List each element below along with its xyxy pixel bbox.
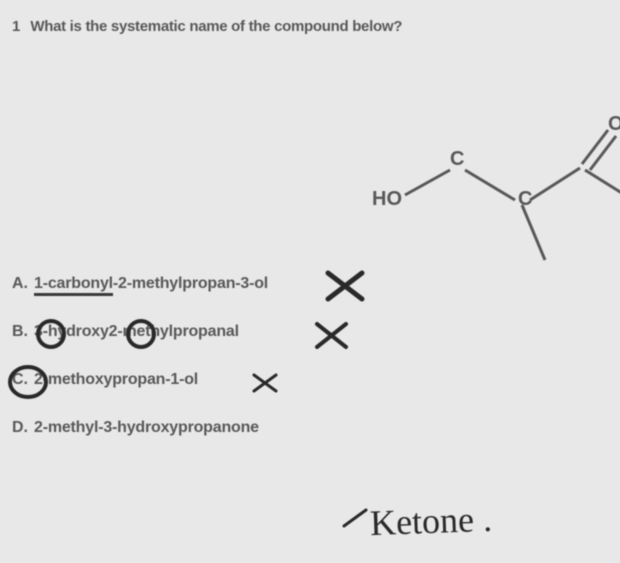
handwritten-ketone: Ketone . [369,498,492,544]
option-b-p1: 3- [34,323,48,340]
option-a-underlined: 1-carbonyl [34,275,113,296]
cross-mark-a [322,267,368,307]
question-text: What is the systematic name of the compo… [30,18,402,35]
option-b-p2: hydroxy [48,323,109,340]
label-ho: HO [372,188,402,210]
label-o: O [608,113,620,135]
chemical-structure: HO C C O C [370,110,620,290]
option-b-text: 3-hydroxy2-methylpropanal [34,323,239,341]
option-b-p3: 2- [109,323,123,340]
option-a-label: A. [12,275,28,293]
option-c-text: 2-methoxypropan-1-ol [34,371,198,389]
option-a-text: 1-carbonyl-2-methylpropan-3-ol [34,275,268,293]
label-c2: C [518,188,532,210]
label-c1: C [450,148,464,170]
cross-mark-b [312,319,352,353]
option-b-p4: methylpropanal [123,323,239,340]
option-b: B. 3-hydroxy2-methylpropanal [12,323,608,341]
option-c-p1: 2- [34,371,48,388]
option-d-label: D. [12,419,28,437]
cross-mark-c [250,371,280,395]
options-block: A. 1-carbonyl-2-methylpropan-3-ol B. 3-h… [12,275,608,437]
option-a-rest: -2-methylpropan-3-ol [113,275,268,292]
option-c-rest: methoxypropan-1-ol [48,371,198,388]
option-d: D. 2-methyl-3-hydroxypropanone [12,419,608,437]
option-c: C. 2-methoxypropan-1-ol [12,371,608,389]
option-d-text: 2-methyl-3-hydroxypropanone [34,419,259,437]
option-a: A. 1-carbonyl-2-methylpropan-3-ol [12,275,608,293]
question-number: 1 [12,18,20,35]
tick-accent [340,508,370,528]
option-c-label: C. [12,371,28,389]
option-b-label: B. [12,323,28,341]
question-line: 1 What is the systematic name of the com… [12,18,608,35]
